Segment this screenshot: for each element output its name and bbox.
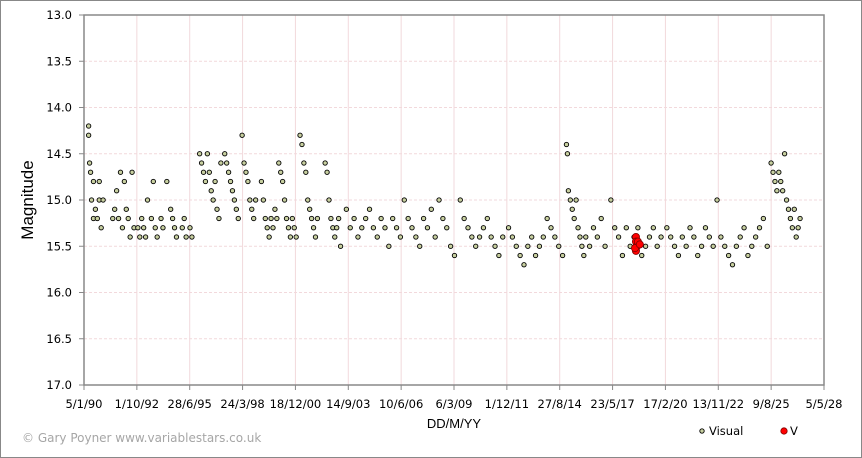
- y-tick-label: 13.5: [46, 54, 72, 68]
- legend: Visual V: [699, 424, 798, 438]
- x-tick-label: 18/12/00: [270, 397, 322, 411]
- x-tick-label: 6/3/09: [435, 397, 472, 411]
- y-tick-label: 14.0: [46, 101, 72, 115]
- y-axis-tick-labels: 13.0 13.5 14.0 14.5 15.0 15.5 16.0 16.5 17.0: [46, 8, 72, 392]
- axes: [79, 14, 825, 390]
- y-tick-label: 15.5: [46, 239, 72, 253]
- x-tick-label: 28/6/95: [168, 397, 212, 411]
- x-tick-label: 23/5/17: [590, 397, 634, 411]
- x-tick-label: 13/11/22: [692, 397, 744, 411]
- x-axis-tick-labels: 5/1/90 1/10/92 28/6/95 24/3/98 18/12/00 14/9/…: [65, 397, 842, 411]
- copyright-text: © Gary Poyner www.variablestars.co.uk: [22, 431, 261, 445]
- x-axis-title: DD/M/YY: [427, 416, 482, 431]
- x-tick-label: 5/1/90: [65, 397, 102, 411]
- y-tick-label: 16.5: [46, 332, 72, 346]
- y-tick-label: 15.0: [46, 193, 72, 207]
- x-tick-label: 1/12/11: [485, 397, 529, 411]
- x-tick-label: 17/2/20: [643, 397, 687, 411]
- y-tick-label: 14.5: [46, 147, 72, 161]
- data-points: [85, 123, 803, 268]
- legend-visual-label: Visual: [709, 424, 743, 438]
- legend-v-label: V: [790, 424, 798, 438]
- x-tick-label: 10/6/06: [379, 397, 423, 411]
- x-tick-label: 5/5/28: [805, 397, 842, 411]
- x-tick-label: 9/8/25: [753, 397, 790, 411]
- y-axis-title: Magnitude: [18, 160, 37, 239]
- x-tick-label: 24/3/98: [220, 397, 264, 411]
- y-tick-label: 13.0: [46, 8, 72, 22]
- x-tick-label: 14/9/03: [326, 397, 370, 411]
- gridlines: [84, 15, 824, 385]
- legend-v-marker-icon: [780, 427, 788, 435]
- y-tick-label: 16.0: [46, 286, 72, 300]
- y-tick-label: 17.0: [46, 378, 72, 392]
- x-tick-label: 1/10/92: [115, 397, 159, 411]
- legend-visual-marker-icon: [699, 428, 705, 434]
- x-tick-label: 27/8/14: [538, 397, 582, 411]
